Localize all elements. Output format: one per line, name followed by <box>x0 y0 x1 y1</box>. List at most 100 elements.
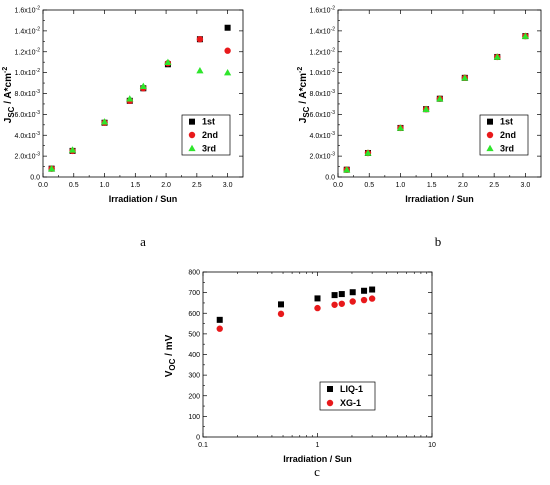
panel-label: c <box>314 464 320 479</box>
data-point <box>338 291 345 298</box>
data-point <box>139 82 147 89</box>
data-point <box>436 95 444 102</box>
data-point <box>349 289 356 296</box>
x-tick-label: 1.5 <box>427 182 437 189</box>
data-point <box>368 295 376 302</box>
data-point <box>493 53 501 60</box>
data-point <box>164 58 172 65</box>
y-axis-label: JSC / A*cm-2 <box>297 67 311 124</box>
y-tick-label: 1.6x10-2 <box>15 6 41 15</box>
data-point <box>196 66 204 74</box>
legend-label: 2nd <box>202 130 218 140</box>
y-tick-label: 0.0 <box>325 175 335 182</box>
x-axis-label: Irradiation / Sun <box>109 194 178 204</box>
x-tick-label: 0.5 <box>364 182 374 189</box>
data-point <box>461 74 469 81</box>
data-point <box>48 165 56 172</box>
x-axis-label: Irradiation / Sun <box>405 194 474 204</box>
y-tick-label: 600 <box>188 311 200 318</box>
data-point <box>396 124 405 131</box>
y-tick-label: 1.2x10-2 <box>310 47 336 56</box>
y-tick-label: 700 <box>188 290 200 297</box>
data-point <box>331 292 338 299</box>
legend-label: 2nd <box>500 130 516 140</box>
y-tick-label: 1.6x10-2 <box>310 6 336 15</box>
y-tick-label: 800 <box>188 270 200 277</box>
data-point <box>126 95 134 102</box>
data-point <box>521 32 529 39</box>
x-tick-label: 10 <box>428 442 436 449</box>
y-tick-label: 0.0 <box>30 175 40 182</box>
data-point <box>369 286 376 293</box>
data-point <box>343 166 351 173</box>
legend-label: XG-1 <box>340 398 361 408</box>
x-tick-label: 2.5 <box>192 182 202 189</box>
legend: 1st 2nd 3rd <box>181 114 231 156</box>
chart-panel-a: 0.0 0.5 1.0 1.5 2.0 2.5 3.0 0.0 2.0x10-3 4.0x10-3… <box>2 6 244 249</box>
legend-label: LIQ-1 <box>340 384 363 394</box>
y-tick-label: 1.4x10-2 <box>15 26 41 35</box>
data-point <box>314 295 321 302</box>
panel-label: b <box>435 234 442 249</box>
legend-marker <box>486 144 494 152</box>
data-point <box>360 296 368 304</box>
y-tick-label: 8.0x10-3 <box>310 89 336 98</box>
legend-label: 3rd <box>202 143 216 153</box>
legend: 1st 2nd 3rd <box>479 114 529 156</box>
x-tick-label: 0.5 <box>69 182 79 189</box>
chart-panel-b: 0.0 0.5 1.0 1.5 2.0 2.5 3.0 0.0 2.0x10-3 4.0x10-3… <box>297 6 542 249</box>
x-axis-label: Irradiation / Sun <box>283 454 352 464</box>
legend-label: 3rd <box>500 143 514 153</box>
legend-marker <box>487 118 493 125</box>
data-point <box>216 325 223 332</box>
y-tick-label: 1.2x10-2 <box>15 47 41 56</box>
x-tick-label: 3.0 <box>223 182 233 189</box>
chart-panel-c: 0.1 1 100100200300400500600700800Irradiati… <box>164 270 436 480</box>
y-tick-label: 2.0x10-3 <box>15 152 41 161</box>
data-point <box>216 316 223 323</box>
x-tick-label: 1.5 <box>130 182 140 189</box>
y-tick-label: 2.0x10-3 <box>310 152 336 161</box>
y-tick-label: 6.0x10-3 <box>310 110 336 119</box>
data-point <box>422 105 430 112</box>
data-point <box>277 310 285 318</box>
y-tick-label: 1.0x10-2 <box>15 68 41 77</box>
y-tick-label: 4.0x10-3 <box>310 131 336 140</box>
data-point <box>361 287 368 294</box>
x-tick-label: 2.5 <box>489 182 499 189</box>
panel-label: a <box>140 234 146 249</box>
data-point <box>196 36 204 43</box>
data-point <box>364 149 372 156</box>
legend-marker <box>326 399 334 407</box>
legend-marker <box>188 131 196 139</box>
x-tick-label: 2.0 <box>161 182 171 189</box>
y-tick-label: 1.0x10-2 <box>310 68 336 77</box>
y-tick-label: 0 <box>196 435 200 442</box>
y-tick-label: 4.0x10-3 <box>15 131 41 140</box>
y-tick-label: 1.4x10-2 <box>310 26 336 35</box>
legend: LIQ-1 XG-1 <box>319 381 376 411</box>
legend-marker <box>188 144 196 152</box>
legend-marker <box>189 118 195 125</box>
data-point <box>331 301 338 308</box>
data-point <box>224 47 231 54</box>
series-3rd <box>48 58 232 172</box>
data-point <box>100 118 109 125</box>
y-tick-label: 8.0x10-3 <box>15 89 41 98</box>
y-axis-label: JSC / A*cm-2 <box>2 67 16 124</box>
data-point <box>349 298 356 305</box>
y-axis-label: VOC / mV <box>164 334 177 377</box>
y-tick-label: 200 <box>188 393 200 400</box>
y-tick-label: 300 <box>188 373 200 380</box>
x-tick-label: 0.0 <box>333 182 343 189</box>
data-point <box>68 146 77 153</box>
x-tick-label: 1 <box>316 442 320 449</box>
x-tick-label: 0.1 <box>198 442 208 449</box>
data-point <box>224 69 232 76</box>
series-LIQ-1 <box>216 286 376 323</box>
y-tick-label: 6.0x10-3 <box>15 110 41 119</box>
x-tick-label: 2.0 <box>458 182 468 189</box>
legend-label: 1st <box>500 117 513 127</box>
data-point <box>224 24 231 31</box>
